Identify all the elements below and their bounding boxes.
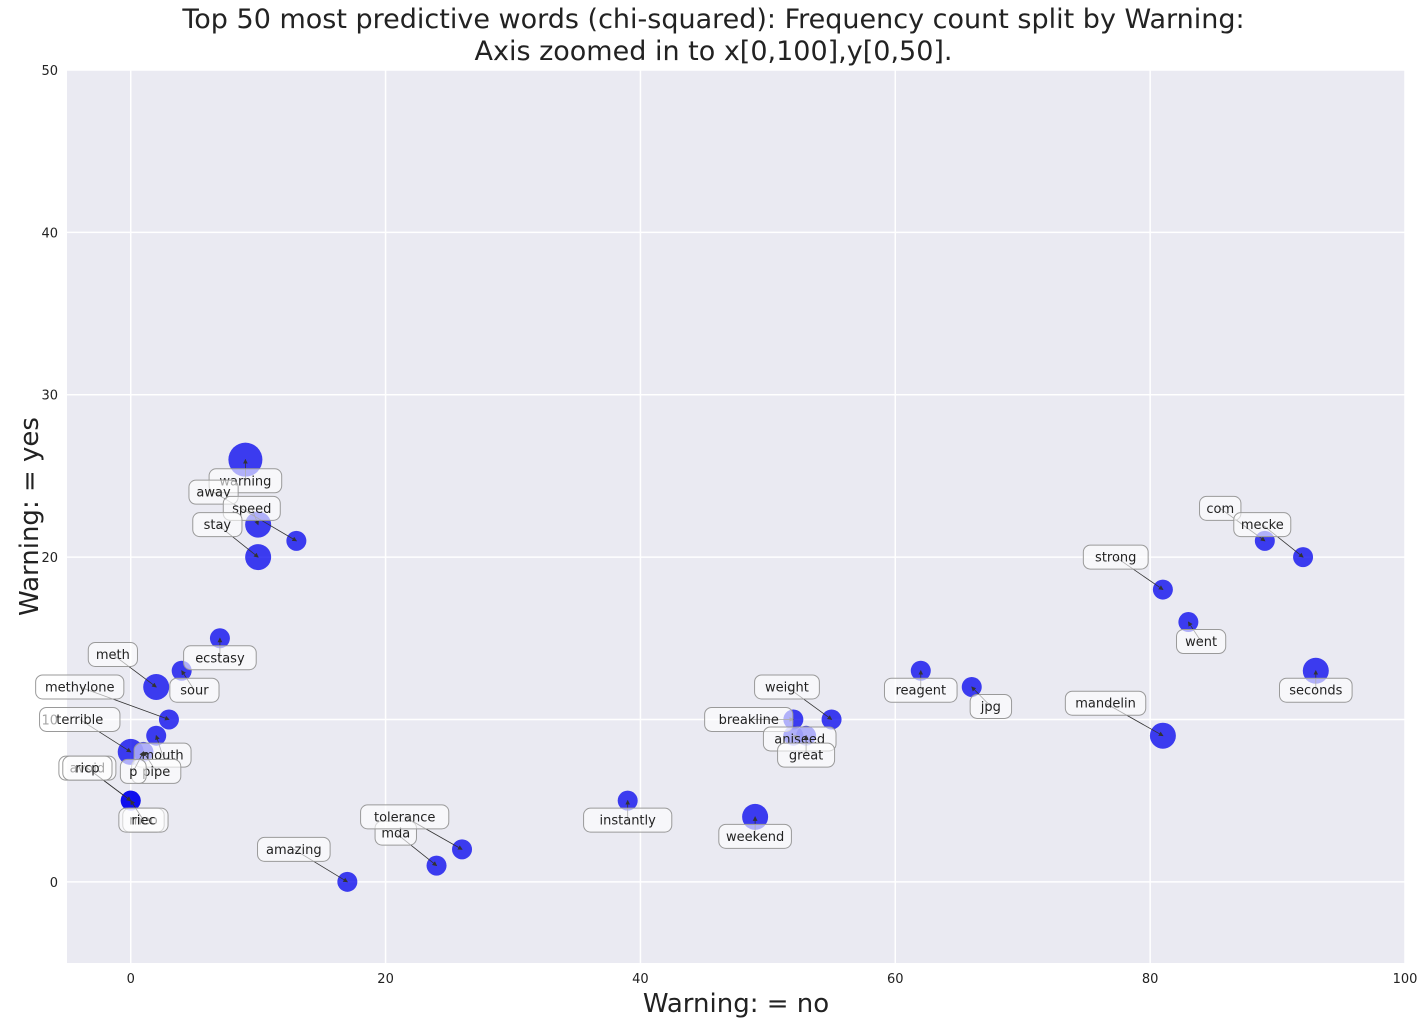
label-text: instantly: [600, 814, 657, 829]
x-tick-label: 0: [127, 972, 135, 987]
label-text: tolerance: [374, 810, 435, 825]
label-box: [1279, 677, 1353, 703]
word-label-tolerance: tolerance: [360, 804, 463, 850]
word-label-mecke: mecke: [1233, 512, 1304, 558]
label-text: mda: [381, 827, 410, 842]
x-tick-label: 60: [887, 972, 904, 987]
label-box: [192, 512, 243, 538]
label-box: [169, 677, 220, 703]
x-tick-label: 40: [632, 972, 649, 987]
label-box: [257, 836, 331, 862]
label-text: p: [129, 765, 137, 780]
word-label-stay: stay: [192, 512, 259, 558]
label-box: [777, 742, 836, 768]
word-label-weekend: weekend: [718, 816, 792, 849]
y-axis-label: Warning: = yes: [15, 417, 45, 616]
label-box: [883, 677, 958, 703]
word-label-com: com: [1199, 495, 1266, 542]
word-labels: warningawayspeedstayecstasymethsourmethy…: [35, 458, 1353, 883]
chart-title-line2: Axis zoomed in to x[0,100],y[0,50].: [474, 36, 953, 67]
label-text: com: [1206, 502, 1234, 517]
y-tick-label: 30: [41, 389, 58, 404]
x-axis-label: Warning: = no: [643, 989, 829, 1019]
label-box: [39, 706, 121, 732]
label-box: [1176, 629, 1227, 655]
label-text: went: [1185, 635, 1217, 650]
label-box: [704, 706, 794, 732]
label-text: sour: [180, 684, 209, 699]
label-text: weekend: [726, 830, 784, 845]
label-text: stay: [204, 518, 232, 533]
label-box: [969, 693, 1013, 719]
label-text: away: [196, 486, 231, 501]
label-box: [360, 804, 450, 830]
label-text: jpg: [980, 700, 1001, 715]
label-box: [35, 674, 125, 700]
word-label-seconds: seconds: [1279, 669, 1353, 703]
label-text: ecstasy: [195, 651, 245, 666]
y-tick-label: 20: [41, 551, 58, 566]
label-text: seconds: [1289, 684, 1342, 699]
label-box: [1064, 690, 1147, 716]
label-text: amazing: [266, 843, 322, 858]
label-text: mecke: [1241, 518, 1284, 533]
y-tick-label: 50: [41, 64, 58, 79]
label-text: great: [789, 749, 823, 764]
y-tick-label: 0: [50, 876, 58, 891]
word-label-sour: sour: [169, 670, 220, 703]
chart-title-line1: Top 50 most predictive words (chi-square…: [182, 4, 1245, 35]
label-box: [183, 645, 257, 671]
x-tick-label: 100: [1393, 972, 1418, 987]
word-label-went: went: [1176, 621, 1227, 655]
word-label-ricp: ricp: [62, 755, 132, 802]
word-label-weight: weight: [754, 674, 833, 720]
label-box: [754, 674, 820, 700]
word-label-methylone: methylone: [35, 674, 170, 721]
label-box: [62, 755, 113, 781]
label-text: mandelin: [1075, 697, 1136, 712]
label-box: [1199, 495, 1242, 521]
word-label-instantly: instantly: [583, 799, 673, 833]
label-box: [718, 823, 792, 849]
label-text: terrible: [56, 713, 103, 728]
x-tick-label: 80: [1142, 972, 1159, 987]
label-text: riec: [131, 814, 155, 829]
label-text: pipe: [142, 765, 170, 780]
y-tick-label: 40: [41, 226, 58, 241]
label-text: meth: [96, 648, 130, 663]
label-box: [1233, 512, 1292, 538]
word-label-breakline: breakline: [704, 706, 795, 732]
word-label-strong: strong: [1082, 544, 1164, 591]
word-label-amazing: amazing: [257, 836, 349, 883]
word-label-mandelin: mandelin: [1064, 690, 1164, 737]
plot-area: [67, 70, 1405, 963]
label-box: [87, 642, 138, 668]
label-box: [119, 758, 147, 784]
x-tick-label: 20: [377, 972, 394, 987]
word-label-speed: speed: [222, 495, 281, 526]
label-text: weight: [765, 680, 809, 695]
word-label-jpg: jpg: [969, 686, 1013, 719]
word-label-great: great: [777, 734, 836, 768]
label-box: [583, 807, 673, 833]
label-text: ricp: [75, 762, 99, 777]
label-box: [1082, 544, 1149, 570]
label-text: speed: [232, 502, 271, 517]
label-text: strong: [1095, 551, 1136, 566]
word-label-meth: meth: [87, 642, 157, 688]
label-text: breakline: [719, 713, 779, 728]
word-label-terrible: terrible: [39, 706, 132, 753]
chart-title: Top 50 most predictive words (chi-square…: [0, 4, 1427, 68]
word-label-reagent: reagent: [883, 669, 958, 703]
label-text: methylone: [45, 680, 115, 695]
label-text: reagent: [895, 684, 946, 699]
word-label-p: p: [119, 751, 147, 784]
label-box: [118, 807, 169, 833]
word-label-ecstasy: ecstasy: [183, 637, 257, 671]
word-label-riec: riec: [118, 799, 169, 833]
